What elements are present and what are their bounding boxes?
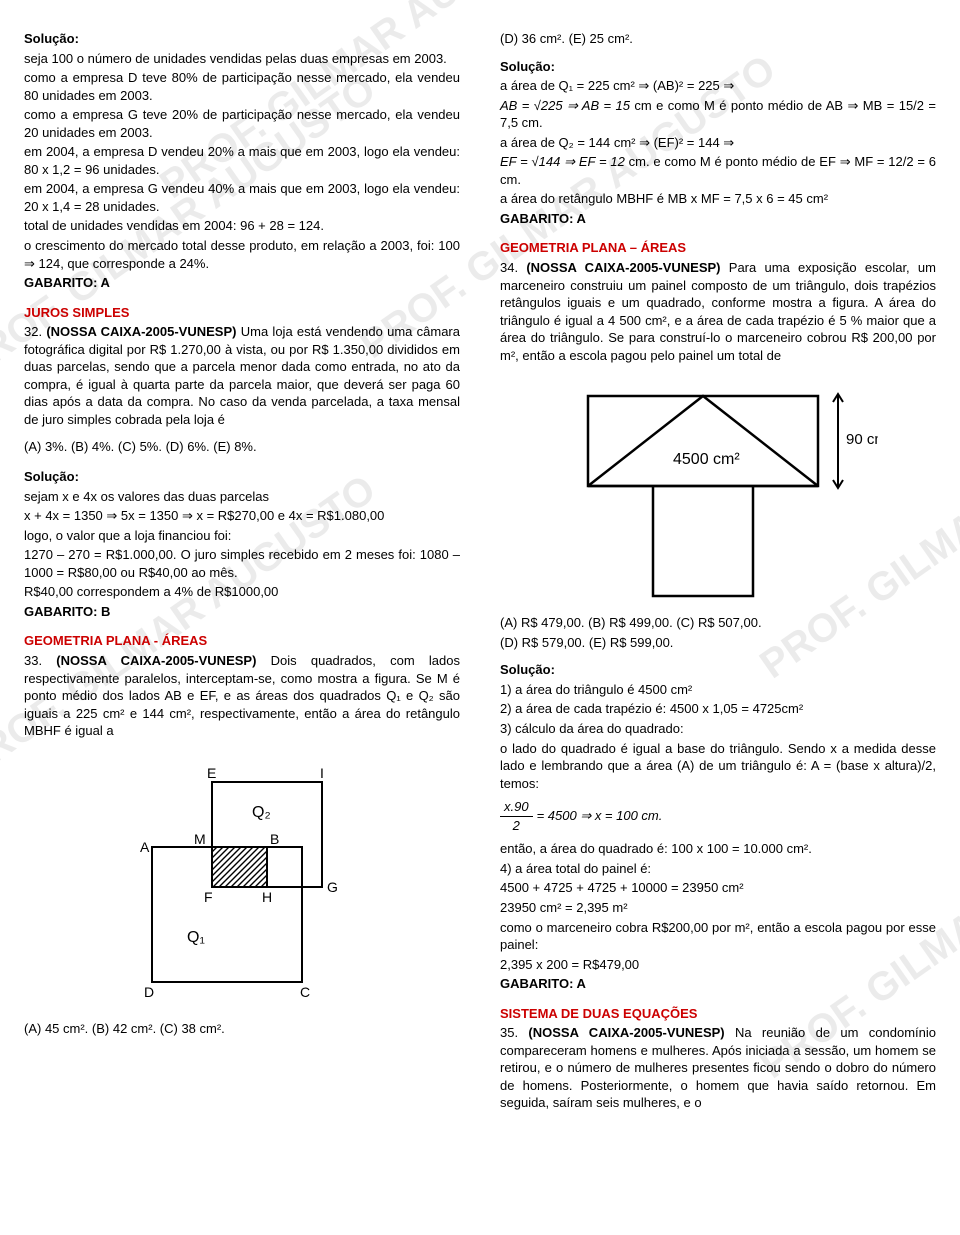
equation: x.90 2 = 4500 ⇒ x = 100 cm. [500,798,936,834]
left-column: Solução: seja 100 o número de unidades v… [24,30,460,1114]
question-text: 35. (NOSSA CAIXA-2005-VUNESP) Na reunião… [500,1024,936,1112]
solution-text: 4) a área total do painel é: [500,860,936,878]
question-options: (A) R$ 479,00. (B) R$ 499,00. (C) R$ 507… [500,614,936,632]
solution-text: seja 100 o número de unidades vendidas p… [24,50,460,68]
question-options: (A) 45 cm². (B) 42 cm². (C) 38 cm². [24,1020,460,1038]
solution-text: então, a área do quadrado é: 100 x 100 =… [500,840,936,858]
solution-text: R$40,00 correspondem a 4% de R$1000,00 [24,583,460,601]
solution-text: como a empresa G teve 20% de participaçã… [24,106,460,141]
solution-text: AB = √225 ⇒ AB = 15 cm e como M é ponto … [500,97,936,132]
section-heading: GEOMETRIA PLANA – ÁREAS [500,239,936,257]
section-heading: SISTEMA DE DUAS EQUAÇÕES [500,1005,936,1023]
svg-text:A: A [140,839,150,855]
solution-text: 4500 + 4725 + 4725 + 10000 = 23950 cm² [500,879,936,897]
svg-text:Q₁: Q₁ [187,929,205,946]
svg-text:E: E [207,765,216,781]
question-text: 33. (NOSSA CAIXA-2005-VUNESP) Dois quadr… [24,652,460,740]
svg-text:I: I [320,765,324,781]
solution-text: como a empresa D teve 80% de participaçã… [24,69,460,104]
figure-q34: 4500 cm² 90 cm [558,376,878,606]
svg-text:C: C [300,984,310,1000]
question-options: (D) 36 cm². (E) 25 cm². [500,30,936,48]
solution-text: total de unidades vendidas em 2004: 96 +… [24,217,460,235]
solution-text: em 2004, a empresa D vendeu 20% a mais q… [24,143,460,178]
svg-text:M: M [194,831,206,847]
answer-key: GABARITO: A [500,975,936,993]
solution-text: a área de Q₁ = 225 cm² ⇒ (AB)² = 225 ⇒ [500,77,936,95]
svg-text:H: H [262,889,272,905]
question-options: (A) 3%. (B) 4%. (C) 5%. (D) 6%. (E) 8%. [24,438,460,456]
solution-text: EF = √144 ⇒ EF = 12 cm. e como M é ponto… [500,153,936,188]
solution-text: 1) a área do triângulo é 4500 cm² [500,681,936,699]
solution-text: 1270 – 270 = R$1.000,00. O juro simples … [24,546,460,581]
section-heading: GEOMETRIA PLANA - ÁREAS [24,632,460,650]
solution-text: o crescimento do mercado total desse pro… [24,237,460,272]
question-text: 34. (NOSSA CAIXA-2005-VUNESP) Para uma e… [500,259,936,364]
solution-heading: Solução: [500,58,936,76]
solution-heading: Solução: [24,468,460,486]
svg-text:D: D [144,984,154,1000]
solution-text: logo, o valor que a loja financiou foi: [24,527,460,545]
solution-text: 2) a área de cada trapézio é: 4500 x 1,0… [500,700,936,718]
svg-text:Q₂: Q₂ [252,804,271,821]
solution-text: sejam x e 4x os valores das duas parcela… [24,488,460,506]
figure-q33: E I A M B F H G D C Q₁ Q₂ [132,752,352,1002]
solution-text: a área de Q₂ = 144 cm² ⇒ (EF)² = 144 ⇒ [500,134,936,152]
question-text: 32. (NOSSA CAIXA-2005-VUNESP) Uma loja e… [24,323,460,428]
section-heading: JUROS SIMPLES [24,304,460,322]
solution-text: como o marceneiro cobra R$200,00 por m²,… [500,919,936,954]
solution-text: 23950 cm² = 2,395 m² [500,899,936,917]
right-column: (D) 36 cm². (E) 25 cm². Solução: a área … [500,30,936,1114]
answer-key: GABARITO: B [24,603,460,621]
svg-text:F: F [204,889,213,905]
solution-text: 3) cálculo da área do quadrado: [500,720,936,738]
solution-text: 2,395 x 200 = R$479,00 [500,956,936,974]
svg-text:B: B [270,831,279,847]
solution-text: a área do retângulo MBHF é MB x MF = 7,5… [500,190,936,208]
svg-text:90 cm: 90 cm [846,431,878,448]
svg-text:4500 cm²: 4500 cm² [673,451,740,468]
solution-text: o lado do quadrado é igual a base do tri… [500,740,936,793]
solution-text: x + 4x = 1350 ⇒ 5x = 1350 ⇒ x = R$270,00… [24,507,460,525]
solution-text: em 2004, a empresa G vendeu 40% a mais q… [24,180,460,215]
answer-key: GABARITO: A [500,210,936,228]
solution-heading: Solução: [24,30,460,48]
svg-text:G: G [327,879,338,895]
answer-key: GABARITO: A [24,274,460,292]
question-options: (D) R$ 579,00. (E) R$ 599,00. [500,634,936,652]
solution-heading: Solução: [500,661,936,679]
